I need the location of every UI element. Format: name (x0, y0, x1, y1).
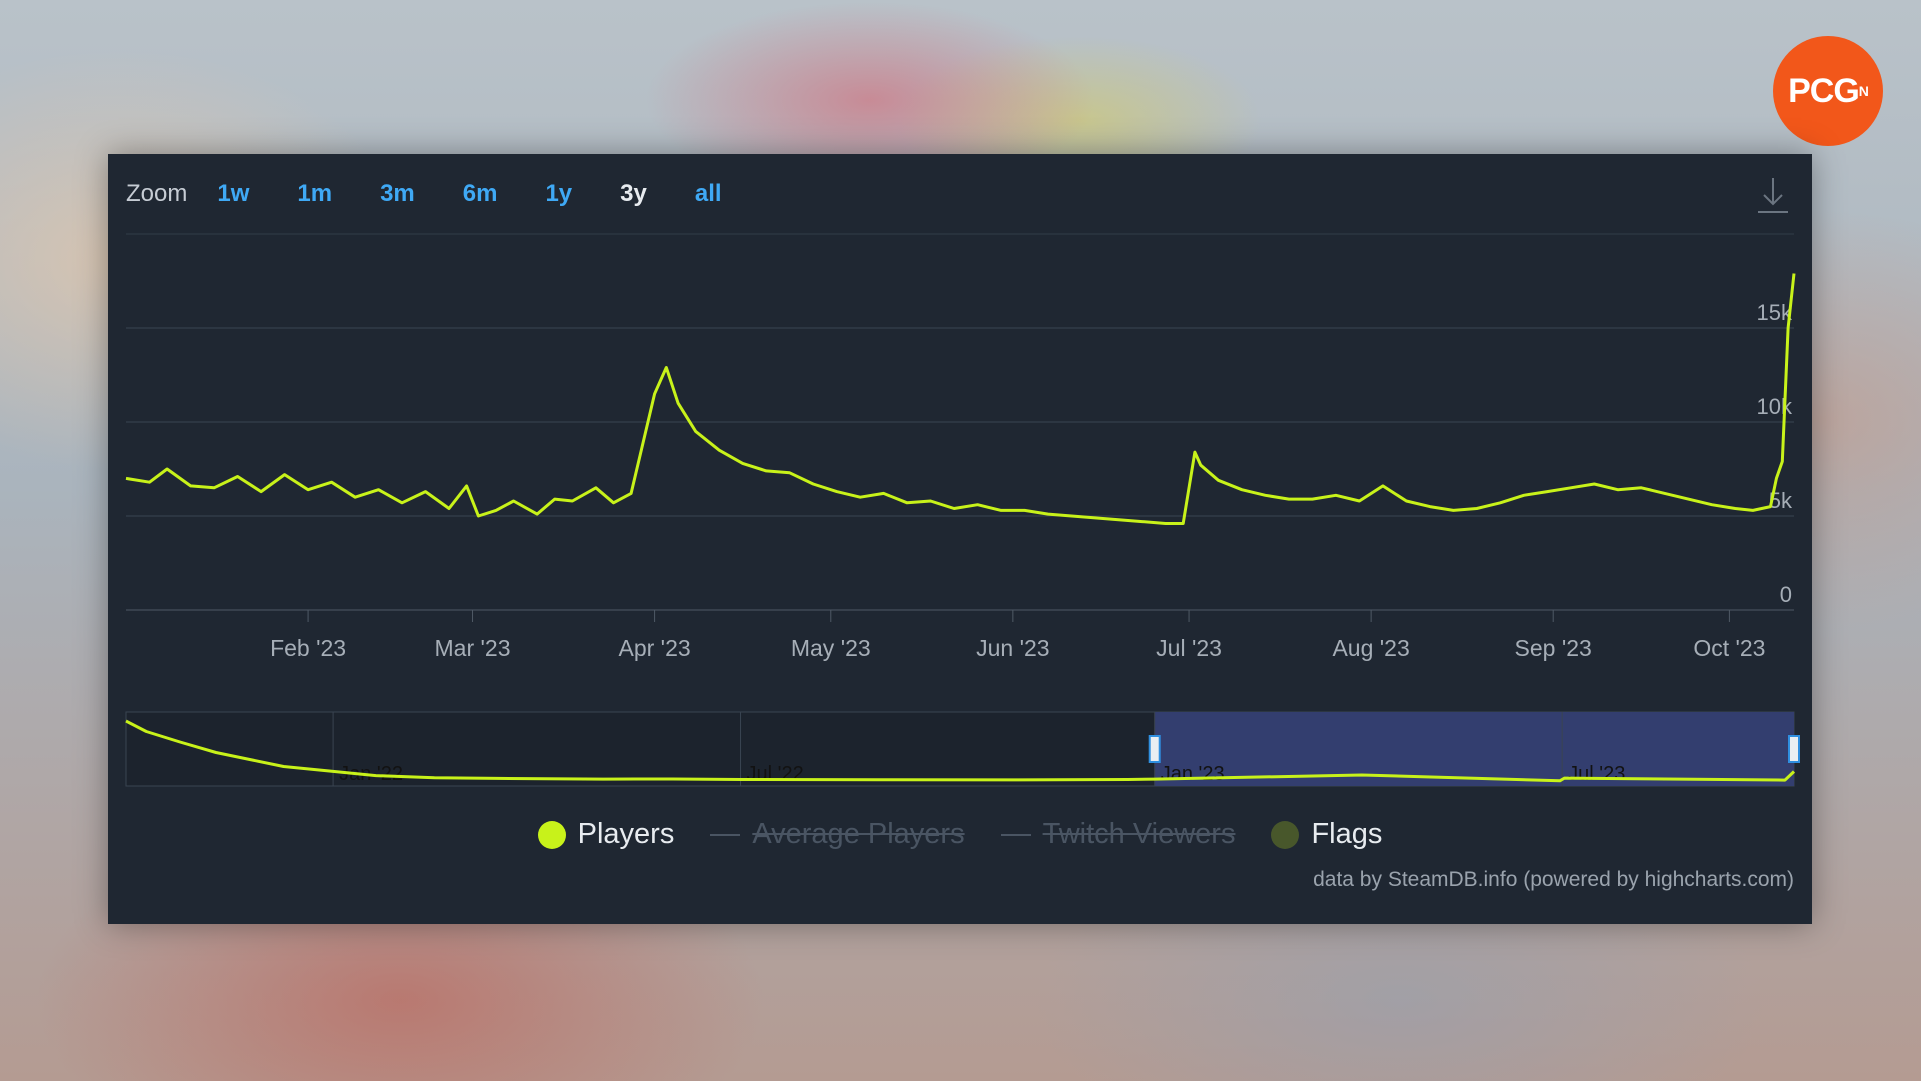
y-tick-label: 15k (1757, 300, 1793, 325)
x-tick-label: Mar '23 (435, 635, 511, 661)
x-tick-label: Aug '23 (1332, 635, 1409, 661)
zoom-1y-button[interactable]: 1y (545, 180, 573, 207)
legend-label: Average Players (752, 818, 965, 850)
navigator-label: Jul '22 (747, 763, 804, 785)
download-icon[interactable] (1756, 176, 1790, 216)
legend-item-players[interactable]: Players (537, 818, 675, 851)
navigator-label: Jul '23 (1568, 763, 1625, 785)
legend: Players Average Players Twitch Viewers F… (108, 818, 1812, 851)
flags-legend-icon (1271, 820, 1300, 849)
zoom-1w-button[interactable]: 1w (217, 180, 250, 207)
legend-label: Flags (1311, 818, 1383, 850)
navigator-handle[interactable] (1148, 735, 1161, 763)
legend-label: Players (577, 818, 675, 850)
legend-item-average-players[interactable]: Average Players (710, 818, 965, 851)
x-tick-label: Apr '23 (619, 635, 691, 661)
logo-sup: N (1858, 83, 1869, 99)
zoom-label: Zoom (126, 180, 188, 207)
navigator-line (125, 719, 1796, 783)
x-tick-label: Sep '23 (1515, 635, 1592, 661)
players-line (125, 273, 1796, 525)
x-tick-label: Jul '23 (1156, 635, 1222, 661)
zoom-all-button[interactable]: all (694, 180, 722, 207)
x-tick-label: Oct '23 (1693, 635, 1765, 661)
chart-panel: Zoom 1w 1m 3m 6m 1y 3y all 0 5k 10k 15k Feb … (108, 154, 1812, 924)
zoom-1m-button[interactable]: 1m (297, 180, 333, 207)
zoom-3m-button[interactable]: 3m (380, 180, 415, 207)
logo-text: PCG (1788, 71, 1860, 110)
zoom-3y-button[interactable]: 3y (620, 180, 647, 207)
credit-text[interactable]: data by SteamDB.info (powered by highcha… (1313, 868, 1794, 891)
zoom-6m-button[interactable]: 6m (462, 180, 498, 207)
legend-label: Twitch Viewers (1042, 818, 1236, 850)
y-tick-label: 10k (1757, 394, 1793, 419)
legend-item-flags[interactable]: Flags (1271, 818, 1382, 851)
y-tick-label: 0 (1780, 582, 1792, 607)
x-tick-label: Jun '23 (976, 635, 1049, 661)
navigator-handle[interactable] (1788, 735, 1800, 763)
x-tick-label: May '23 (791, 635, 871, 661)
players-legend-icon (537, 820, 566, 849)
pcgn-logo: PCG N (1773, 36, 1883, 146)
dash-icon (1000, 833, 1031, 836)
navigator-label: Jan '23 (1161, 763, 1225, 785)
navigator-selection (1154, 712, 1794, 786)
zoom-bar: Zoom 1w 1m 3m 6m 1y 3y all (126, 180, 770, 208)
legend-item-twitch-viewers[interactable]: Twitch Viewers (1000, 818, 1236, 851)
x-tick-label: Feb '23 (270, 635, 346, 661)
dash-icon (710, 833, 741, 836)
